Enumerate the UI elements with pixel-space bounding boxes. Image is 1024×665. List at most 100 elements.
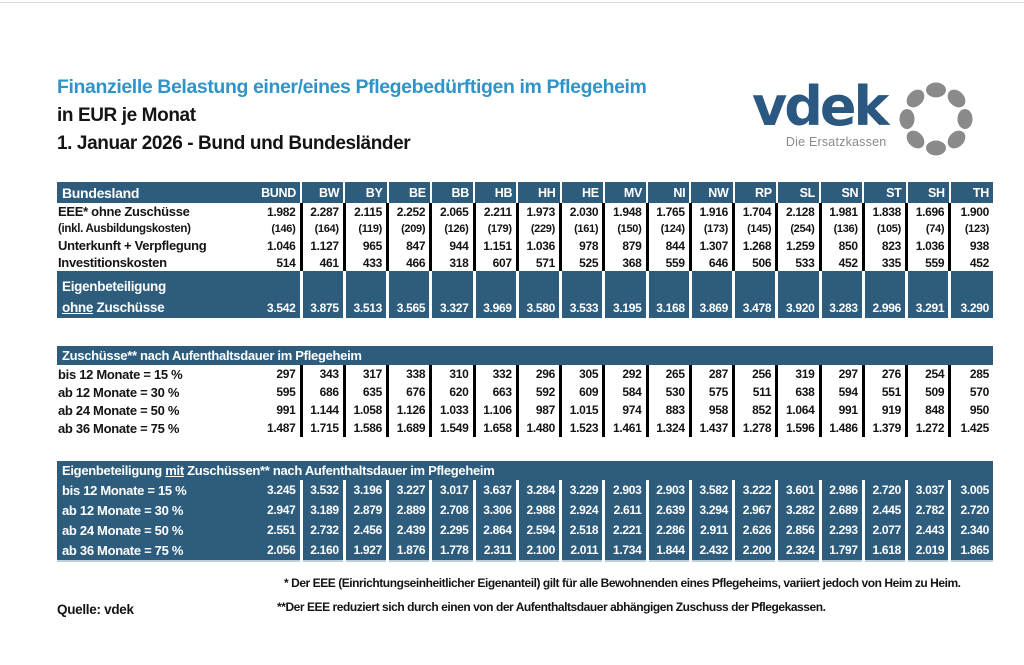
table-cell: 2.518 xyxy=(558,520,604,540)
table-row: ab 24 Monate = 50 % 2.551 2.732 2.456 2.439 2… xyxy=(57,520,993,540)
table-cell: 844 xyxy=(645,237,691,254)
table-cell: 466 xyxy=(385,254,431,271)
table-cell: 2.439 xyxy=(385,520,431,540)
table-cell: 1.379 xyxy=(861,419,907,437)
table-cell: 2.295 xyxy=(429,520,474,540)
table-section-zuschuesse: Zuschüsse** nach Aufenthaltsdauer im Pfl… xyxy=(57,346,993,437)
table-cell: 305 xyxy=(558,365,604,383)
table-cell: 256 xyxy=(731,365,777,383)
table-cell: 883 xyxy=(645,401,691,419)
table-cell: (179) xyxy=(472,220,518,237)
column-header-he: HE xyxy=(559,182,604,203)
table-cell: 2.340 xyxy=(948,520,993,540)
table-cell: 332 xyxy=(472,365,518,383)
table-cell: 609 xyxy=(558,383,604,401)
table-cell: 1.973 xyxy=(515,203,561,220)
table-cell: 1.715 xyxy=(299,419,345,437)
table-cell: 1.704 xyxy=(731,203,777,220)
table-cell: 991 xyxy=(276,403,296,417)
table-cell: 2.293 xyxy=(818,520,864,540)
section-header-row: Zuschüsse** nach Aufenthaltsdauer im Pfl… xyxy=(57,346,993,365)
row-label: Investitionskosten xyxy=(58,255,167,270)
table-row: ab 24 Monate = 50 % 991 1.144 1.058 1.126 1.0… xyxy=(57,401,993,419)
date-line: 1. Januar 2026 - Bund und Bundesländer xyxy=(57,133,411,154)
table-row: ab 12 Monate = 30 % 2.947 3.189 2.879 2.889 2… xyxy=(57,500,993,520)
table-cell: 1.900 xyxy=(948,203,993,220)
table-cell: 1.106 xyxy=(472,401,518,419)
table-cell: 1.144 xyxy=(299,401,345,419)
table-cell: 2.160 xyxy=(299,540,345,561)
column-header-hb: HB xyxy=(472,182,518,203)
table-cell: (146) xyxy=(271,222,296,235)
table-row: bis 12 Monate = 15 % 297 343 317 338 310 332 29… xyxy=(57,365,993,383)
band-cell: 3.869 xyxy=(688,271,734,318)
table-cell: 1.778 xyxy=(429,540,474,561)
table-cell: 2.456 xyxy=(342,520,388,540)
table-cell: 1.058 xyxy=(342,401,388,419)
band-cell: 3.290 xyxy=(948,271,993,318)
vdek-logo: vdek Die Ersatzkassen xyxy=(752,80,977,160)
table-cell: (126) xyxy=(429,220,474,237)
table-cell: 2.077 xyxy=(861,520,907,540)
table-cell: (136) xyxy=(818,220,864,237)
source-label: Quelle: vdek xyxy=(57,602,134,617)
table-cell: (124) xyxy=(645,220,691,237)
table-cell: 987 xyxy=(515,401,561,419)
table-cell: 2.211 xyxy=(472,203,518,220)
table-cell: 1.272 xyxy=(904,419,950,437)
column-header-ni: NI xyxy=(645,182,691,203)
table-cell: 2.903 xyxy=(645,480,691,500)
row-label: ab 12 Monate = 30 % xyxy=(57,500,247,520)
table-cell: 1.487 xyxy=(266,421,296,435)
band-label-line1: Eigenbeteiligung xyxy=(62,279,166,294)
column-header-bundesland: Bundesland xyxy=(57,182,247,203)
table-cell: 3.037 xyxy=(904,480,950,500)
row-label: Unterkunft + Verpflegung xyxy=(58,238,207,253)
table-cell: 2.221 xyxy=(602,520,647,540)
logo-text: vdek Die Ersatzkassen xyxy=(752,80,889,150)
band-cell: 3.478 xyxy=(731,271,777,318)
table-cell: 991 xyxy=(818,401,864,419)
band-cell: 3.291 xyxy=(904,271,950,318)
table-cell: 974 xyxy=(602,401,647,419)
table-section-eigenbeteiligung-mit: Eigenbeteiligung mit Zuschüssen** nach A… xyxy=(57,461,993,562)
table-cell: 1.927 xyxy=(342,540,388,561)
table-cell: 2.639 xyxy=(645,500,691,520)
table-cell: 551 xyxy=(861,383,907,401)
table-cell: 2.287 xyxy=(299,203,345,220)
row-label: ab 36 Monate = 75 % xyxy=(58,420,180,436)
table-cell: 1.658 xyxy=(472,419,518,437)
band-label-line2: ohne Zuschüsse xyxy=(62,300,165,315)
row-label: (inkl. Ausbildungskosten) xyxy=(58,222,191,235)
table-cell: 2.115 xyxy=(342,203,388,220)
table-cell: 646 xyxy=(688,254,734,271)
section-header-eigenbeteiligung-mit: Eigenbeteiligung mit Zuschüssen** nach A… xyxy=(57,461,993,480)
table-cell: 1.036 xyxy=(515,237,561,254)
band-cell: 3.580 xyxy=(515,271,561,318)
table-cell: 1.765 xyxy=(645,203,691,220)
table-cell: 2.924 xyxy=(558,500,604,520)
table-cell: 2.551 xyxy=(247,520,301,540)
table-row: EEE* ohne Zuschüsse 1.982 2.287 2.115 2.252 2… xyxy=(57,203,993,220)
table-cell: 1.844 xyxy=(645,540,691,561)
table-cell: 2.911 xyxy=(688,520,734,540)
table-cell: 2.732 xyxy=(299,520,345,540)
column-header-bb: BB xyxy=(429,182,474,203)
column-header-bund: BUND xyxy=(247,182,301,203)
band-label: Eigenbeteiligung ohne Zuschüsse xyxy=(57,271,247,318)
table-cell: 1.324 xyxy=(645,419,691,437)
table-cell: 525 xyxy=(558,254,604,271)
table-cell: 2.626 xyxy=(731,520,777,540)
table-cell: 2.611 xyxy=(602,500,647,520)
row-label: ab 24 Monate = 50 % xyxy=(57,520,247,540)
table-cell: 2.879 xyxy=(342,500,388,520)
table-cell: 1.126 xyxy=(385,401,431,419)
column-header-hh: HH xyxy=(516,182,561,203)
table-cell: 292 xyxy=(602,365,647,383)
table-cell: 823 xyxy=(861,237,907,254)
band-cell: 3.565 xyxy=(385,271,431,318)
table-cell: 310 xyxy=(429,365,474,383)
table-cell: 2.286 xyxy=(645,520,691,540)
table-cell: 676 xyxy=(385,383,431,401)
table-cell: 276 xyxy=(861,365,907,383)
